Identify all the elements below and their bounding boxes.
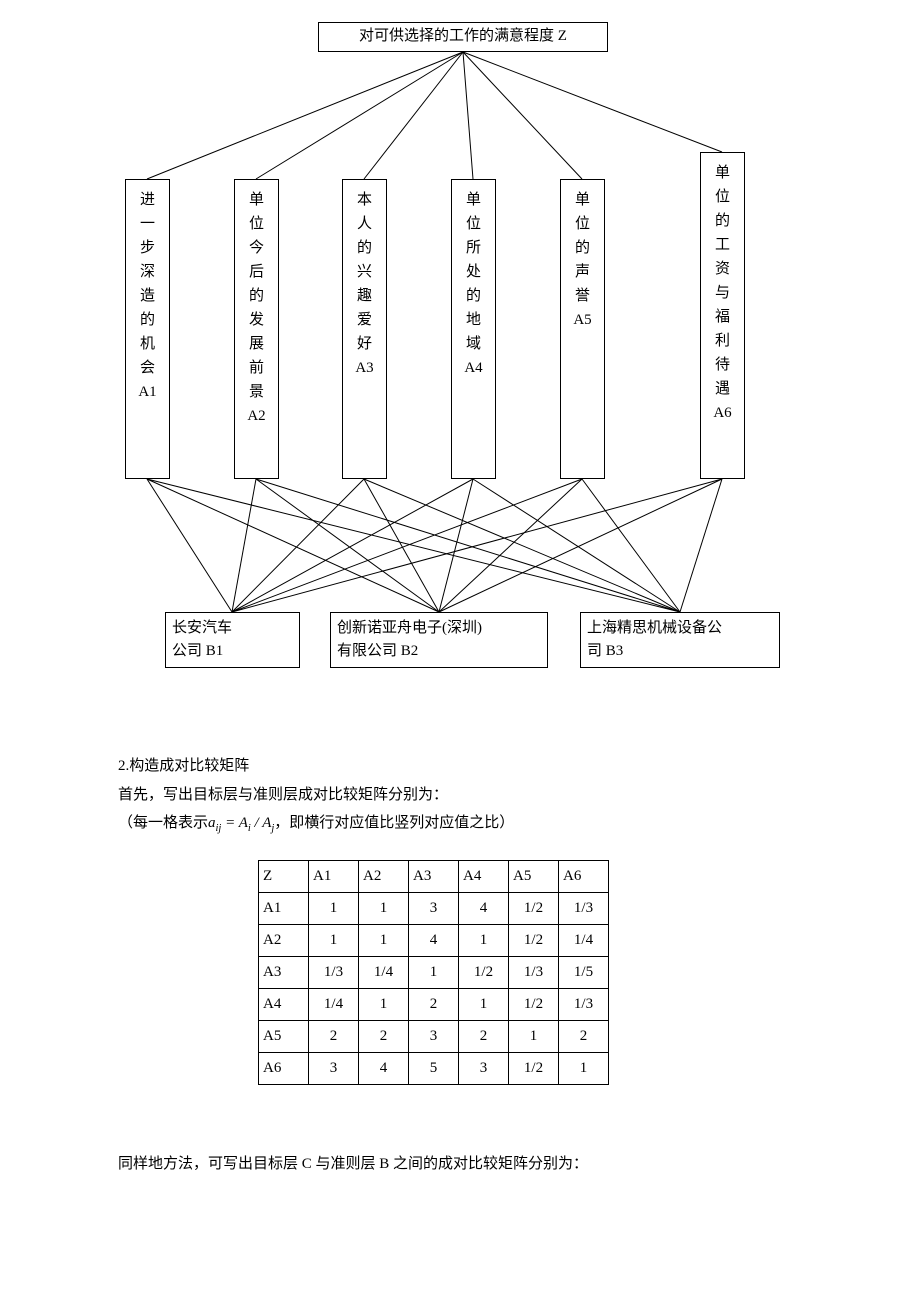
- criteria-box-a2: 单位今后的发展前景A2: [234, 179, 279, 479]
- footer-text: 同样地方法，可写出目标层 C 与准则层 B 之间的成对比较矩阵分别为：: [118, 1150, 588, 1179]
- matrix-cell: 4: [459, 893, 509, 925]
- option-box-b2: 创新诺亚舟电子(深圳)有限公司 B2: [330, 612, 548, 668]
- matrix-cell: 4: [409, 925, 459, 957]
- matrix-cell: 1/5: [559, 957, 609, 989]
- matrix-cell: 1: [309, 925, 359, 957]
- matrix-cell: 5: [409, 1053, 459, 1085]
- matrix-cell: 2: [309, 1021, 359, 1053]
- matrix-cell: A4: [259, 989, 309, 1021]
- matrix-cell: 1/3: [559, 989, 609, 1021]
- matrix-cell: 1: [309, 893, 359, 925]
- matrix-cell: 1/3: [509, 957, 559, 989]
- option-box-b3: 上海精思机械设备公司 B3: [580, 612, 780, 668]
- matrix-header-cell: A1: [309, 861, 359, 893]
- section-2-text: 2.构造成对比较矩阵 首先，写出目标层与准则层成对比较矩阵分别为： （每一格表示…: [118, 752, 514, 839]
- matrix-cell: A1: [259, 893, 309, 925]
- matrix-header-cell: Z: [259, 861, 309, 893]
- matrix-header-cell: A4: [459, 861, 509, 893]
- formula: aij = Ai / Aj: [208, 815, 274, 831]
- matrix-cell: 1: [359, 925, 409, 957]
- matrix-cell: 1/2: [459, 957, 509, 989]
- section-2-line1: 2.构造成对比较矩阵: [118, 752, 514, 781]
- matrix-cell: 1/4: [559, 925, 609, 957]
- matrix-cell: 1/4: [309, 989, 359, 1021]
- section-2-formula-line: （每一格表示aij = Ai / Aj，即横行对应值比竖列对应值之比）: [118, 809, 514, 839]
- matrix-cell: A3: [259, 957, 309, 989]
- matrix-cell: 3: [309, 1053, 359, 1085]
- matrix-header-cell: A6: [559, 861, 609, 893]
- matrix-cell: 3: [409, 893, 459, 925]
- matrix-cell: 1/2: [509, 925, 559, 957]
- matrix-cell: 1/2: [509, 893, 559, 925]
- option-box-b1: 长安汽车公司 B1: [165, 612, 300, 668]
- comparison-matrix: ZA1A2A3A4A5A6A111341/21/3A211411/21/4A31…: [258, 860, 609, 1085]
- matrix-cell: 1/4: [359, 957, 409, 989]
- matrix-cell: 2: [559, 1021, 609, 1053]
- criteria-box-a5: 单位的声誉A5: [560, 179, 605, 479]
- matrix-cell: 1: [559, 1053, 609, 1085]
- matrix-cell: 1: [459, 925, 509, 957]
- matrix-cell: 1/2: [509, 1053, 559, 1085]
- matrix-cell: 1/2: [509, 989, 559, 1021]
- matrix-cell: 3: [409, 1021, 459, 1053]
- section-2-line2: 首先，写出目标层与准则层成对比较矩阵分别为：: [118, 781, 514, 810]
- matrix-cell: 4: [359, 1053, 409, 1085]
- matrix-cell: 2: [459, 1021, 509, 1053]
- criteria-box-a4: 单位所处的地域A4: [451, 179, 496, 479]
- criteria-box-a6: 单位的工资与福利待遇A6: [700, 152, 745, 479]
- matrix-cell: 3: [459, 1053, 509, 1085]
- matrix-cell: 2: [359, 1021, 409, 1053]
- page: 对可供选择的工作的满意程度 Z 进一步深造的机会A1 单位今后的发展前景A2 本人的…: [0, 0, 920, 1302]
- matrix-cell: A6: [259, 1053, 309, 1085]
- matrix-cell: 1: [459, 989, 509, 1021]
- matrix-header-cell: A3: [409, 861, 459, 893]
- matrix-header-cell: A5: [509, 861, 559, 893]
- matrix-cell: A2: [259, 925, 309, 957]
- criteria-box-a1: 进一步深造的机会A1: [125, 179, 170, 479]
- matrix-cell: 2: [409, 989, 459, 1021]
- goal-box: 对可供选择的工作的满意程度 Z: [318, 22, 608, 52]
- matrix-cell: 1: [359, 989, 409, 1021]
- criteria-box-a3: 本人的兴趣爱好A3: [342, 179, 387, 479]
- matrix-cell: 1: [409, 957, 459, 989]
- matrix-cell: A5: [259, 1021, 309, 1053]
- matrix-cell: 1/3: [309, 957, 359, 989]
- matrix-cell: 1: [359, 893, 409, 925]
- matrix-cell: 1/3: [559, 893, 609, 925]
- matrix-header-cell: A2: [359, 861, 409, 893]
- goal-label: 对可供选择的工作的满意程度 Z: [359, 28, 567, 44]
- matrix-cell: 1: [509, 1021, 559, 1053]
